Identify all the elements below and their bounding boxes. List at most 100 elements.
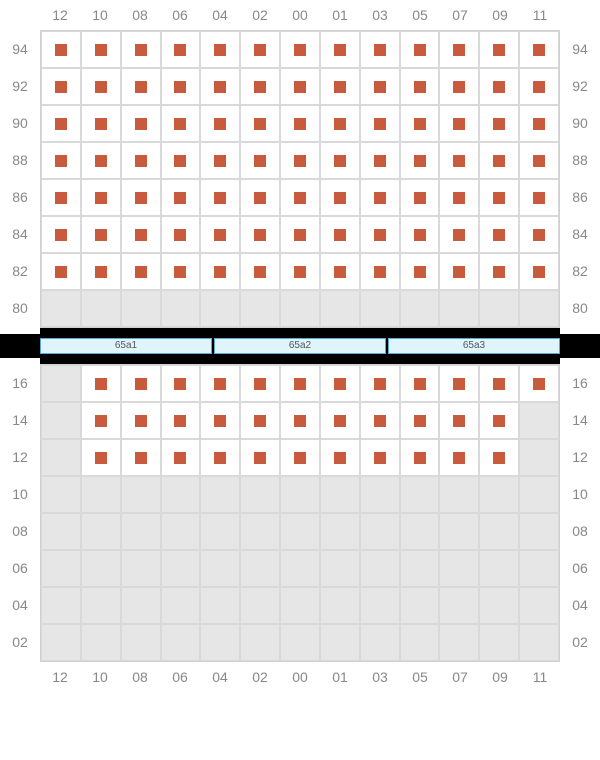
slot-cell-occupied[interactable] — [320, 402, 360, 439]
slot-cell-occupied[interactable] — [240, 216, 280, 253]
slot-cell-occupied[interactable] — [439, 179, 479, 216]
slot-cell-occupied[interactable] — [519, 179, 559, 216]
slot-cell-occupied[interactable] — [360, 216, 400, 253]
slot-cell-occupied[interactable] — [360, 68, 400, 105]
slot-cell-occupied[interactable] — [400, 68, 440, 105]
slot-cell-occupied[interactable] — [360, 179, 400, 216]
slot-cell-occupied[interactable] — [200, 365, 240, 402]
slot-cell-occupied[interactable] — [121, 365, 161, 402]
slot-cell-occupied[interactable] — [400, 142, 440, 179]
slot-cell-occupied[interactable] — [81, 105, 121, 142]
slot-cell-occupied[interactable] — [161, 68, 201, 105]
slot-cell-occupied[interactable] — [360, 402, 400, 439]
slot-cell-occupied[interactable] — [320, 142, 360, 179]
slot-cell-occupied[interactable] — [200, 216, 240, 253]
slot-cell-occupied[interactable] — [81, 365, 121, 402]
slot-cell-occupied[interactable] — [41, 31, 81, 68]
slot-cell-occupied[interactable] — [161, 179, 201, 216]
slot-cell-occupied[interactable] — [81, 31, 121, 68]
slot-cell-occupied[interactable] — [479, 402, 519, 439]
slot-cell-occupied[interactable] — [360, 439, 400, 476]
divider-segment[interactable]: 65a1 — [40, 338, 212, 354]
slot-cell-occupied[interactable] — [200, 253, 240, 290]
slot-cell-occupied[interactable] — [240, 68, 280, 105]
slot-cell-occupied[interactable] — [240, 365, 280, 402]
slot-cell-occupied[interactable] — [280, 402, 320, 439]
slot-cell-occupied[interactable] — [320, 365, 360, 402]
slot-cell-occupied[interactable] — [400, 253, 440, 290]
slot-cell-occupied[interactable] — [121, 142, 161, 179]
slot-cell-occupied[interactable] — [121, 31, 161, 68]
slot-cell-occupied[interactable] — [439, 142, 479, 179]
slot-cell-occupied[interactable] — [360, 31, 400, 68]
slot-cell-occupied[interactable] — [280, 142, 320, 179]
slot-cell-occupied[interactable] — [479, 68, 519, 105]
slot-cell-occupied[interactable] — [519, 105, 559, 142]
slot-cell-occupied[interactable] — [161, 365, 201, 402]
slot-cell-occupied[interactable] — [280, 365, 320, 402]
slot-cell-occupied[interactable] — [479, 439, 519, 476]
slot-cell-occupied[interactable] — [240, 31, 280, 68]
slot-cell-occupied[interactable] — [320, 68, 360, 105]
slot-cell-occupied[interactable] — [81, 216, 121, 253]
slot-cell-occupied[interactable] — [41, 216, 81, 253]
slot-cell-occupied[interactable] — [121, 179, 161, 216]
slot-cell-occupied[interactable] — [439, 31, 479, 68]
slot-cell-occupied[interactable] — [519, 253, 559, 290]
slot-cell-occupied[interactable] — [200, 142, 240, 179]
slot-cell-occupied[interactable] — [320, 439, 360, 476]
slot-cell-occupied[interactable] — [81, 402, 121, 439]
slot-cell-occupied[interactable] — [280, 179, 320, 216]
slot-cell-occupied[interactable] — [400, 216, 440, 253]
slot-cell-occupied[interactable] — [121, 253, 161, 290]
slot-cell-occupied[interactable] — [479, 105, 519, 142]
slot-cell-occupied[interactable] — [81, 253, 121, 290]
slot-cell-occupied[interactable] — [41, 179, 81, 216]
slot-cell-occupied[interactable] — [161, 402, 201, 439]
slot-cell-occupied[interactable] — [320, 253, 360, 290]
slot-cell-occupied[interactable] — [41, 253, 81, 290]
slot-cell-occupied[interactable] — [81, 439, 121, 476]
slot-cell-occupied[interactable] — [360, 142, 400, 179]
slot-cell-occupied[interactable] — [519, 31, 559, 68]
slot-cell-occupied[interactable] — [479, 179, 519, 216]
slot-cell-occupied[interactable] — [519, 365, 559, 402]
slot-cell-occupied[interactable] — [121, 68, 161, 105]
slot-cell-occupied[interactable] — [240, 439, 280, 476]
slot-cell-occupied[interactable] — [121, 105, 161, 142]
slot-cell-occupied[interactable] — [400, 439, 440, 476]
slot-cell-occupied[interactable] — [240, 402, 280, 439]
slot-cell-occupied[interactable] — [200, 439, 240, 476]
slot-cell-occupied[interactable] — [360, 253, 400, 290]
slot-cell-occupied[interactable] — [161, 216, 201, 253]
slot-cell-occupied[interactable] — [81, 142, 121, 179]
slot-cell-occupied[interactable] — [200, 31, 240, 68]
slot-cell-occupied[interactable] — [240, 253, 280, 290]
slot-cell-occupied[interactable] — [519, 216, 559, 253]
slot-cell-occupied[interactable] — [280, 216, 320, 253]
slot-cell-occupied[interactable] — [360, 365, 400, 402]
slot-cell-occupied[interactable] — [320, 216, 360, 253]
slot-cell-occupied[interactable] — [400, 402, 440, 439]
slot-cell-occupied[interactable] — [519, 68, 559, 105]
slot-cell-occupied[interactable] — [280, 439, 320, 476]
slot-cell-occupied[interactable] — [439, 402, 479, 439]
slot-cell-occupied[interactable] — [519, 142, 559, 179]
slot-cell-occupied[interactable] — [400, 365, 440, 402]
slot-cell-occupied[interactable] — [240, 105, 280, 142]
slot-cell-occupied[interactable] — [121, 216, 161, 253]
slot-cell-occupied[interactable] — [320, 179, 360, 216]
slot-cell-occupied[interactable] — [240, 179, 280, 216]
slot-cell-occupied[interactable] — [479, 216, 519, 253]
slot-cell-occupied[interactable] — [280, 68, 320, 105]
slot-cell-occupied[interactable] — [400, 31, 440, 68]
slot-cell-occupied[interactable] — [81, 179, 121, 216]
slot-cell-occupied[interactable] — [200, 105, 240, 142]
slot-cell-occupied[interactable] — [479, 142, 519, 179]
slot-cell-occupied[interactable] — [81, 68, 121, 105]
slot-cell-occupied[interactable] — [439, 439, 479, 476]
slot-cell-occupied[interactable] — [200, 179, 240, 216]
slot-cell-occupied[interactable] — [41, 68, 81, 105]
slot-cell-occupied[interactable] — [400, 179, 440, 216]
slot-cell-occupied[interactable] — [439, 105, 479, 142]
